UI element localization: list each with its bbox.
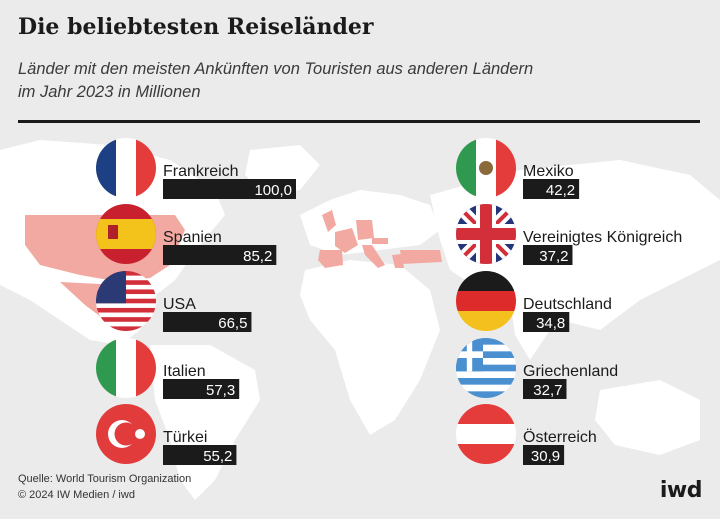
subtitle: Länder mit den meisten Ankünften von Tou… — [18, 58, 658, 104]
bar-row: Spanien 85,2 — [96, 204, 277, 265]
category-label: Deutschland — [523, 296, 612, 313]
value-label: 66,5 — [218, 315, 247, 332]
value-label: 100,0 — [254, 182, 292, 199]
bar — [523, 312, 570, 332]
austria-flag — [456, 404, 516, 464]
bar — [163, 312, 252, 332]
map-australia — [595, 380, 700, 455]
value-label: 37,2 — [539, 248, 568, 265]
subtitle-line-2: im Jahr 2023 in Millionen — [18, 83, 201, 101]
value-label: 55,2 — [203, 448, 232, 465]
italy-flag — [96, 338, 156, 398]
usa-flag — [96, 271, 156, 331]
bar-row: Vereinigtes Königreich 37,2 — [456, 204, 682, 265]
value-label: 32,7 — [533, 382, 562, 399]
turkey-flag — [96, 404, 156, 464]
bar-row: Griechenland 32,7 — [456, 338, 618, 399]
map-germany-highlight — [356, 220, 374, 240]
value-label: 42,2 — [546, 182, 575, 199]
bar-row: USA 66,5 — [96, 271, 252, 332]
category-label: Italien — [163, 363, 206, 380]
value-label: 30,9 — [531, 448, 560, 465]
bar-row: Deutschland 34,8 — [456, 271, 612, 332]
germany-flag — [456, 271, 516, 331]
page-title: Die beliebtesten Reiseländer — [18, 14, 374, 40]
map-spain-highlight — [318, 250, 343, 268]
category-label: Türkei — [163, 429, 207, 446]
uk-flag — [456, 204, 516, 264]
france-flag — [96, 138, 156, 198]
bar-row: Mexiko 42,2 — [456, 138, 580, 199]
spain-flag — [96, 204, 156, 264]
title-divider — [18, 120, 700, 123]
map-greece-highlight — [392, 254, 404, 268]
category-label: Frankreich — [163, 163, 239, 180]
category-label: Österreich — [523, 428, 597, 446]
category-label: Griechenland — [523, 363, 618, 380]
map-france-highlight — [335, 228, 358, 253]
bar — [523, 179, 580, 199]
bar — [523, 445, 565, 465]
map-africa — [300, 260, 440, 435]
map-italy-highlight — [362, 245, 385, 268]
category-label: Spanien — [163, 229, 222, 246]
bar — [523, 379, 567, 399]
bar-row: Frankreich 100,0 — [96, 138, 296, 199]
brand-logo: iwd — [659, 478, 703, 503]
category-label: Mexiko — [523, 163, 574, 180]
copyright-note: © 2024 IW Medien / iwd — [18, 489, 135, 501]
bar — [163, 179, 296, 199]
bar — [163, 379, 240, 399]
map-austria-highlight — [372, 238, 388, 244]
subtitle-line-1: Länder mit den meisten Ankünften von Tou… — [18, 60, 534, 78]
bar-row: Türkei 55,2 — [96, 404, 237, 465]
source-note: Quelle: World Tourism Organization — [18, 473, 192, 485]
map-uk-highlight — [322, 210, 336, 232]
bar — [523, 245, 573, 265]
category-label: Vereinigtes Königreich — [523, 229, 682, 246]
bar — [163, 245, 277, 265]
bar — [163, 445, 237, 465]
category-label: USA — [163, 296, 196, 313]
mexico-flag — [456, 138, 516, 198]
bar-row: Österreich 30,9 — [456, 404, 597, 465]
value-label: 34,8 — [536, 315, 565, 332]
map-turkey-highlight — [400, 250, 442, 264]
greece-flag — [456, 338, 516, 398]
value-label: 85,2 — [243, 248, 272, 265]
value-label: 57,3 — [206, 382, 235, 399]
